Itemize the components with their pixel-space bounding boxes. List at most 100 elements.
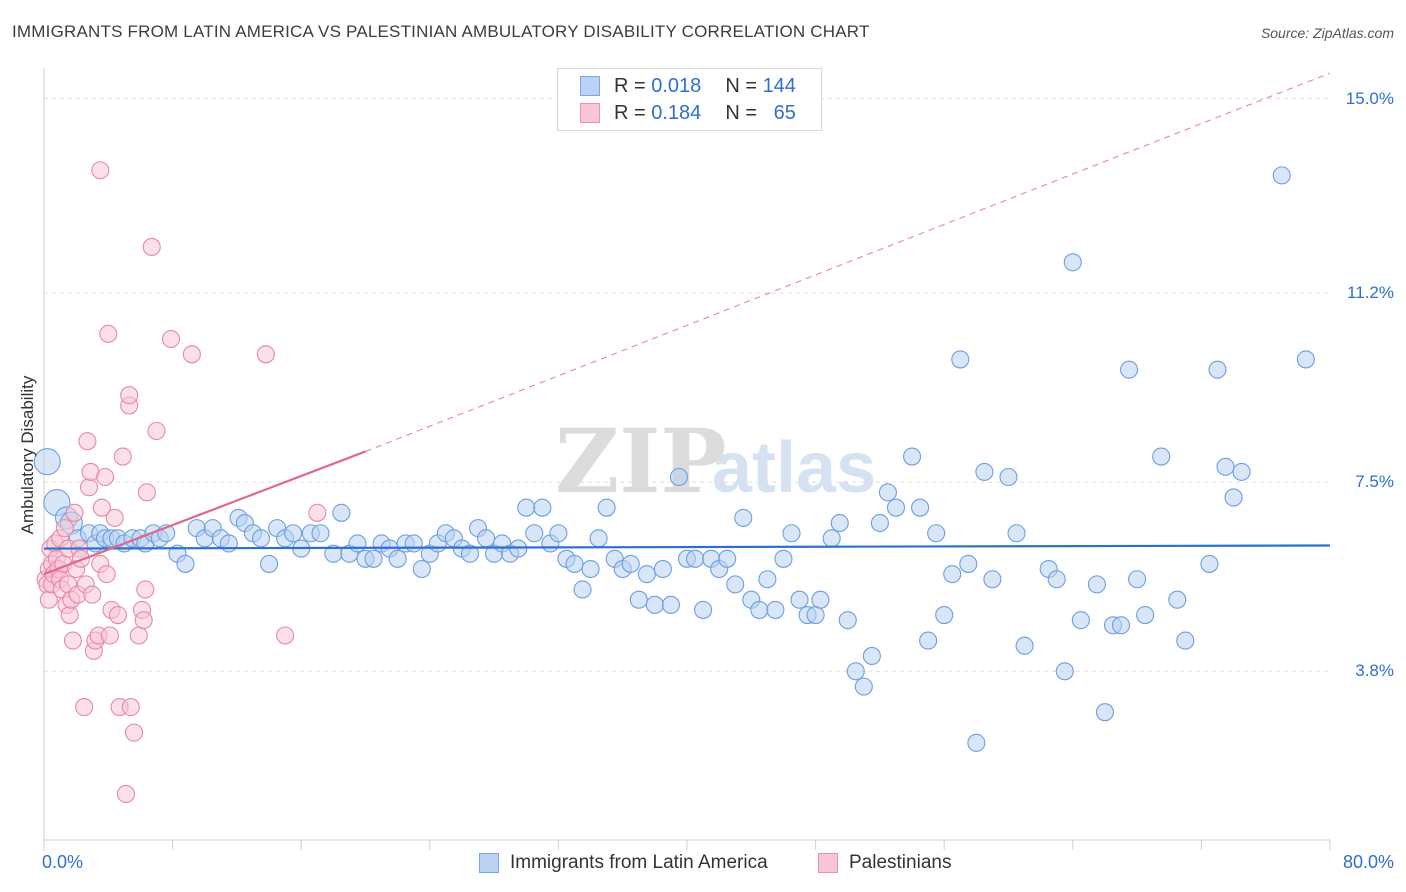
point-latin-america [886, 498, 906, 517]
r-label: R = [614, 74, 646, 97]
point-palestinians [78, 432, 97, 451]
point-latin-america [911, 498, 930, 517]
legend-label-palestinians: Palestinians [849, 852, 952, 873]
point-latin-america [685, 549, 705, 568]
legend-label-latin-america: Immigrants from Latin America [510, 852, 768, 873]
point-latin-america [919, 631, 938, 650]
point-latin-america [460, 544, 480, 563]
point-latin-america [1055, 662, 1074, 681]
point-palestinians [105, 508, 124, 527]
point-latin-america [589, 529, 608, 548]
trend-line-palestinians-extension [365, 72, 1331, 452]
trend-line-palestinians [43, 450, 366, 576]
point-palestinians [79, 478, 99, 497]
point-palestinians [147, 421, 166, 441]
point-latin-america [766, 600, 785, 619]
point-latin-america [251, 529, 271, 548]
point-palestinians [97, 565, 116, 584]
point-palestinians [256, 345, 275, 364]
point-latin-america [364, 549, 383, 568]
point-latin-america [935, 605, 954, 625]
point-palestinians [55, 519, 74, 538]
point-latin-america [388, 549, 407, 568]
point-palestinians [129, 626, 148, 645]
point-palestinians [120, 386, 139, 405]
point-latin-america [412, 559, 431, 579]
r-value-palestinians: 0.184 [651, 101, 702, 124]
point-latin-america [830, 513, 849, 533]
r-value-latin-america: 0.018 [651, 74, 702, 97]
blue-swatch [580, 76, 600, 96]
point-latin-america [822, 529, 841, 548]
point-palestinians [96, 467, 115, 487]
point-latin-america [967, 733, 986, 752]
point-latin-america [259, 554, 279, 573]
point-latin-america [629, 590, 648, 609]
legend-item-palestinians[interactable]: Palestinians [818, 852, 951, 874]
point-palestinians [83, 585, 102, 604]
point-latin-america [517, 498, 536, 517]
point-palestinians [121, 698, 140, 717]
series-legend: Immigrants from Latin America Palestinia… [0, 850, 1406, 878]
point-latin-america [1176, 631, 1195, 650]
n-value-latin-america: 144 [762, 74, 796, 97]
point-latin-america [1007, 524, 1026, 543]
point-latin-america [573, 580, 592, 599]
point-latin-america [348, 534, 367, 553]
point-palestinians [113, 447, 132, 466]
x-axis-min-label: 0.0% [42, 852, 84, 872]
point-palestinians [108, 605, 127, 625]
point-latin-america [999, 467, 1018, 487]
legend-item-latin-america[interactable]: Immigrants from Latin America [479, 852, 768, 874]
chart-source: Source: ZipAtlas.com [1260, 25, 1394, 41]
point-latin-america [750, 600, 769, 619]
point-latin-america [959, 554, 978, 573]
trend-line-latin-america [43, 544, 1331, 550]
point-latin-america [404, 534, 423, 553]
point-latin-america [1272, 166, 1291, 185]
y-tick-label: 3.8% [1355, 661, 1394, 681]
point-latin-america [838, 611, 857, 630]
point-latin-america [975, 462, 994, 481]
point-palestinians [99, 324, 118, 343]
point-latin-america [726, 575, 745, 594]
stats-row-palestinians: R = 0.184 N = 65 [580, 100, 796, 126]
point-latin-america [581, 559, 600, 579]
point-latin-america [854, 677, 873, 696]
pink-swatch [818, 853, 838, 873]
point-palestinians [91, 161, 110, 180]
n-label: N = [725, 101, 757, 124]
point-latin-america [645, 595, 664, 614]
chart-title: IMMIGRANTS FROM LATIN AMERICA VS PALESTI… [12, 22, 870, 41]
point-latin-america [1128, 570, 1147, 589]
point-latin-america [902, 447, 922, 466]
point-latin-america [525, 524, 544, 543]
point-latin-america [951, 350, 970, 369]
point-latin-america [1224, 488, 1243, 507]
trend-lines [43, 72, 1331, 576]
point-latin-america [983, 570, 1002, 589]
point-palestinians [75, 698, 94, 717]
point-latin-america [870, 513, 889, 533]
point-latin-america [1087, 575, 1106, 594]
point-palestinians [100, 626, 119, 645]
point-latin-america [694, 600, 713, 619]
point-latin-america [1071, 611, 1090, 630]
point-latin-america [1095, 703, 1114, 722]
point-latin-america [33, 448, 61, 476]
y-tick-label: 11.2% [1347, 282, 1394, 302]
point-latin-america [1208, 360, 1227, 379]
point-latin-america [862, 646, 881, 665]
point-latin-america [1047, 570, 1066, 589]
point-palestinians [71, 549, 91, 568]
point-latin-america [621, 554, 640, 573]
point-latin-america [1232, 462, 1251, 481]
point-latin-america [549, 524, 568, 543]
point-palestinians [136, 580, 155, 599]
watermark-atlas: atlas [712, 428, 876, 508]
point-latin-america [1120, 360, 1139, 379]
point-palestinians [182, 345, 201, 364]
x-axis-max-label: 80.0% [1342, 852, 1394, 872]
point-latin-america [718, 549, 737, 568]
point-latin-america [669, 467, 689, 487]
